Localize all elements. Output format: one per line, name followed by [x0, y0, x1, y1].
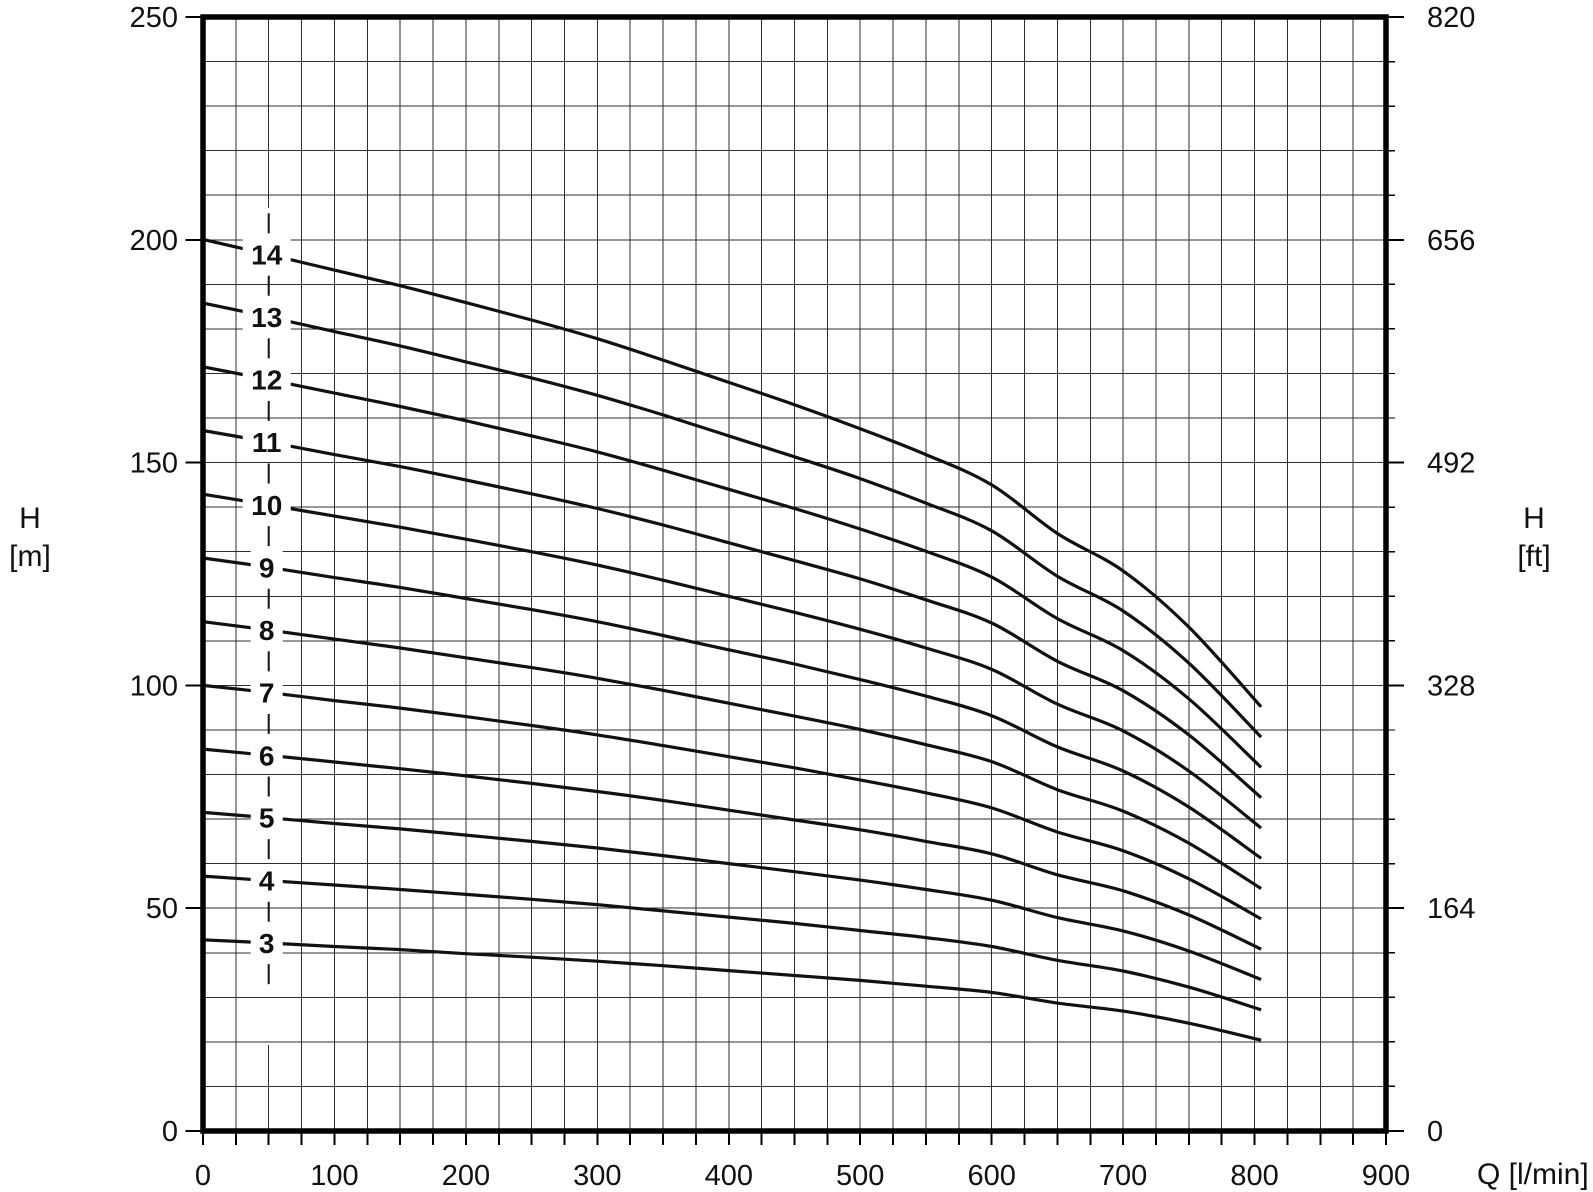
- curve-label-stages-3: 3: [259, 928, 275, 959]
- curve-label-stages-14: 14: [251, 240, 283, 271]
- curve-label-stages-12: 12: [251, 365, 282, 396]
- grid: [202, 17, 1387, 1131]
- y-axis-left-symbol: H: [19, 502, 41, 535]
- y-axis-left-unit: [m]: [9, 540, 51, 573]
- x-tick-label: 500: [836, 1160, 884, 1192]
- x-axis-title: Q [l/min]: [1477, 1158, 1589, 1191]
- curve-label-stages-9: 9: [259, 552, 275, 583]
- curve-label-stages-13: 13: [251, 302, 282, 333]
- x-tick-label: 200: [442, 1160, 490, 1192]
- y-left-tick-label: 250: [130, 2, 178, 34]
- y-right-tick-label: 820: [1427, 2, 1475, 34]
- curve-stages-6: [202, 747, 1262, 951]
- curve-label-box: [242, 300, 291, 334]
- curve-stages-4: [202, 874, 1262, 1012]
- x-tick-label: 100: [310, 1160, 358, 1192]
- curve-label-box: [250, 676, 283, 710]
- y-axis-left-title: H [m]: [1, 500, 59, 576]
- curve-label-box: [242, 238, 291, 272]
- curve-label-stages-6: 6: [259, 740, 275, 771]
- curve-stages-11: [202, 428, 1263, 799]
- curve-label-box: [250, 613, 283, 647]
- x-tick-label: 400: [705, 1160, 753, 1192]
- curve-label-box: [242, 488, 291, 522]
- curve-stages-13: [202, 301, 1263, 739]
- y-left-tick-label: 150: [130, 448, 178, 480]
- curve-stages-8: [202, 620, 1262, 890]
- x-tick-label: 600: [967, 1160, 1015, 1192]
- curve-label-stages-5: 5: [259, 803, 275, 834]
- y-axis-right-symbol: H: [1523, 502, 1545, 535]
- curve-stages-7: [202, 683, 1262, 921]
- y-right-tick-label: 0: [1427, 1116, 1443, 1148]
- curve-label-stages-4: 4: [259, 866, 275, 897]
- curve-label-box: [250, 801, 283, 835]
- curve-label-box: [250, 550, 283, 584]
- x-tick-label: 700: [1099, 1160, 1147, 1192]
- curve-label-stages-7: 7: [259, 678, 275, 709]
- curve-label-box: [242, 425, 291, 459]
- curve-label-box: [250, 738, 283, 772]
- curve-label-box: [242, 363, 291, 397]
- y-right-tick-label: 164: [1427, 893, 1475, 925]
- y-left-tick-label: 100: [130, 670, 178, 702]
- y-left-tick-label: 200: [130, 225, 178, 257]
- y-right-tick-label: 492: [1427, 448, 1475, 480]
- x-tick-label: 800: [1230, 1160, 1278, 1192]
- y-right-tick-label: 328: [1427, 670, 1475, 702]
- axis-tick-labels: 0 100 200 300 400 500 600 700 800 900050100150200…: [130, 2, 1476, 1192]
- y-axis-right-unit: [ft]: [1517, 540, 1551, 573]
- curve-stages-5: [202, 810, 1262, 981]
- y-axis-right-title: H [ft]: [1505, 500, 1563, 576]
- curve-label-stages-8: 8: [259, 615, 275, 646]
- curve-stages-10: [202, 492, 1263, 830]
- pump-curves: [202, 237, 1263, 1042]
- curve-stages-12: [202, 365, 1263, 769]
- axis-ticks: [185, 16, 1404, 1145]
- x-tick-label: 900: [1362, 1160, 1410, 1192]
- curve-stages-9: [202, 556, 1263, 860]
- x-tick-label: 300: [573, 1160, 621, 1192]
- curve-stages-3: [202, 938, 1262, 1042]
- curve-label-stages-11: 11: [252, 427, 282, 458]
- curve-label-box: [250, 864, 283, 898]
- x-tick-label: 0: [195, 1160, 211, 1192]
- y-left-tick-label: 0: [162, 1116, 178, 1148]
- y-left-tick-label: 50: [146, 893, 178, 925]
- curve-stages-14: [202, 237, 1263, 708]
- curve-label-stages-10: 10: [251, 490, 282, 521]
- plot-border-rect: [200, 14, 1389, 1134]
- y-right-tick-label: 656: [1427, 225, 1475, 257]
- curve-label-box: [250, 926, 283, 960]
- curve-labels: 3 4 5 6 7 8 9 10 11 12 13 14: [242, 238, 291, 960]
